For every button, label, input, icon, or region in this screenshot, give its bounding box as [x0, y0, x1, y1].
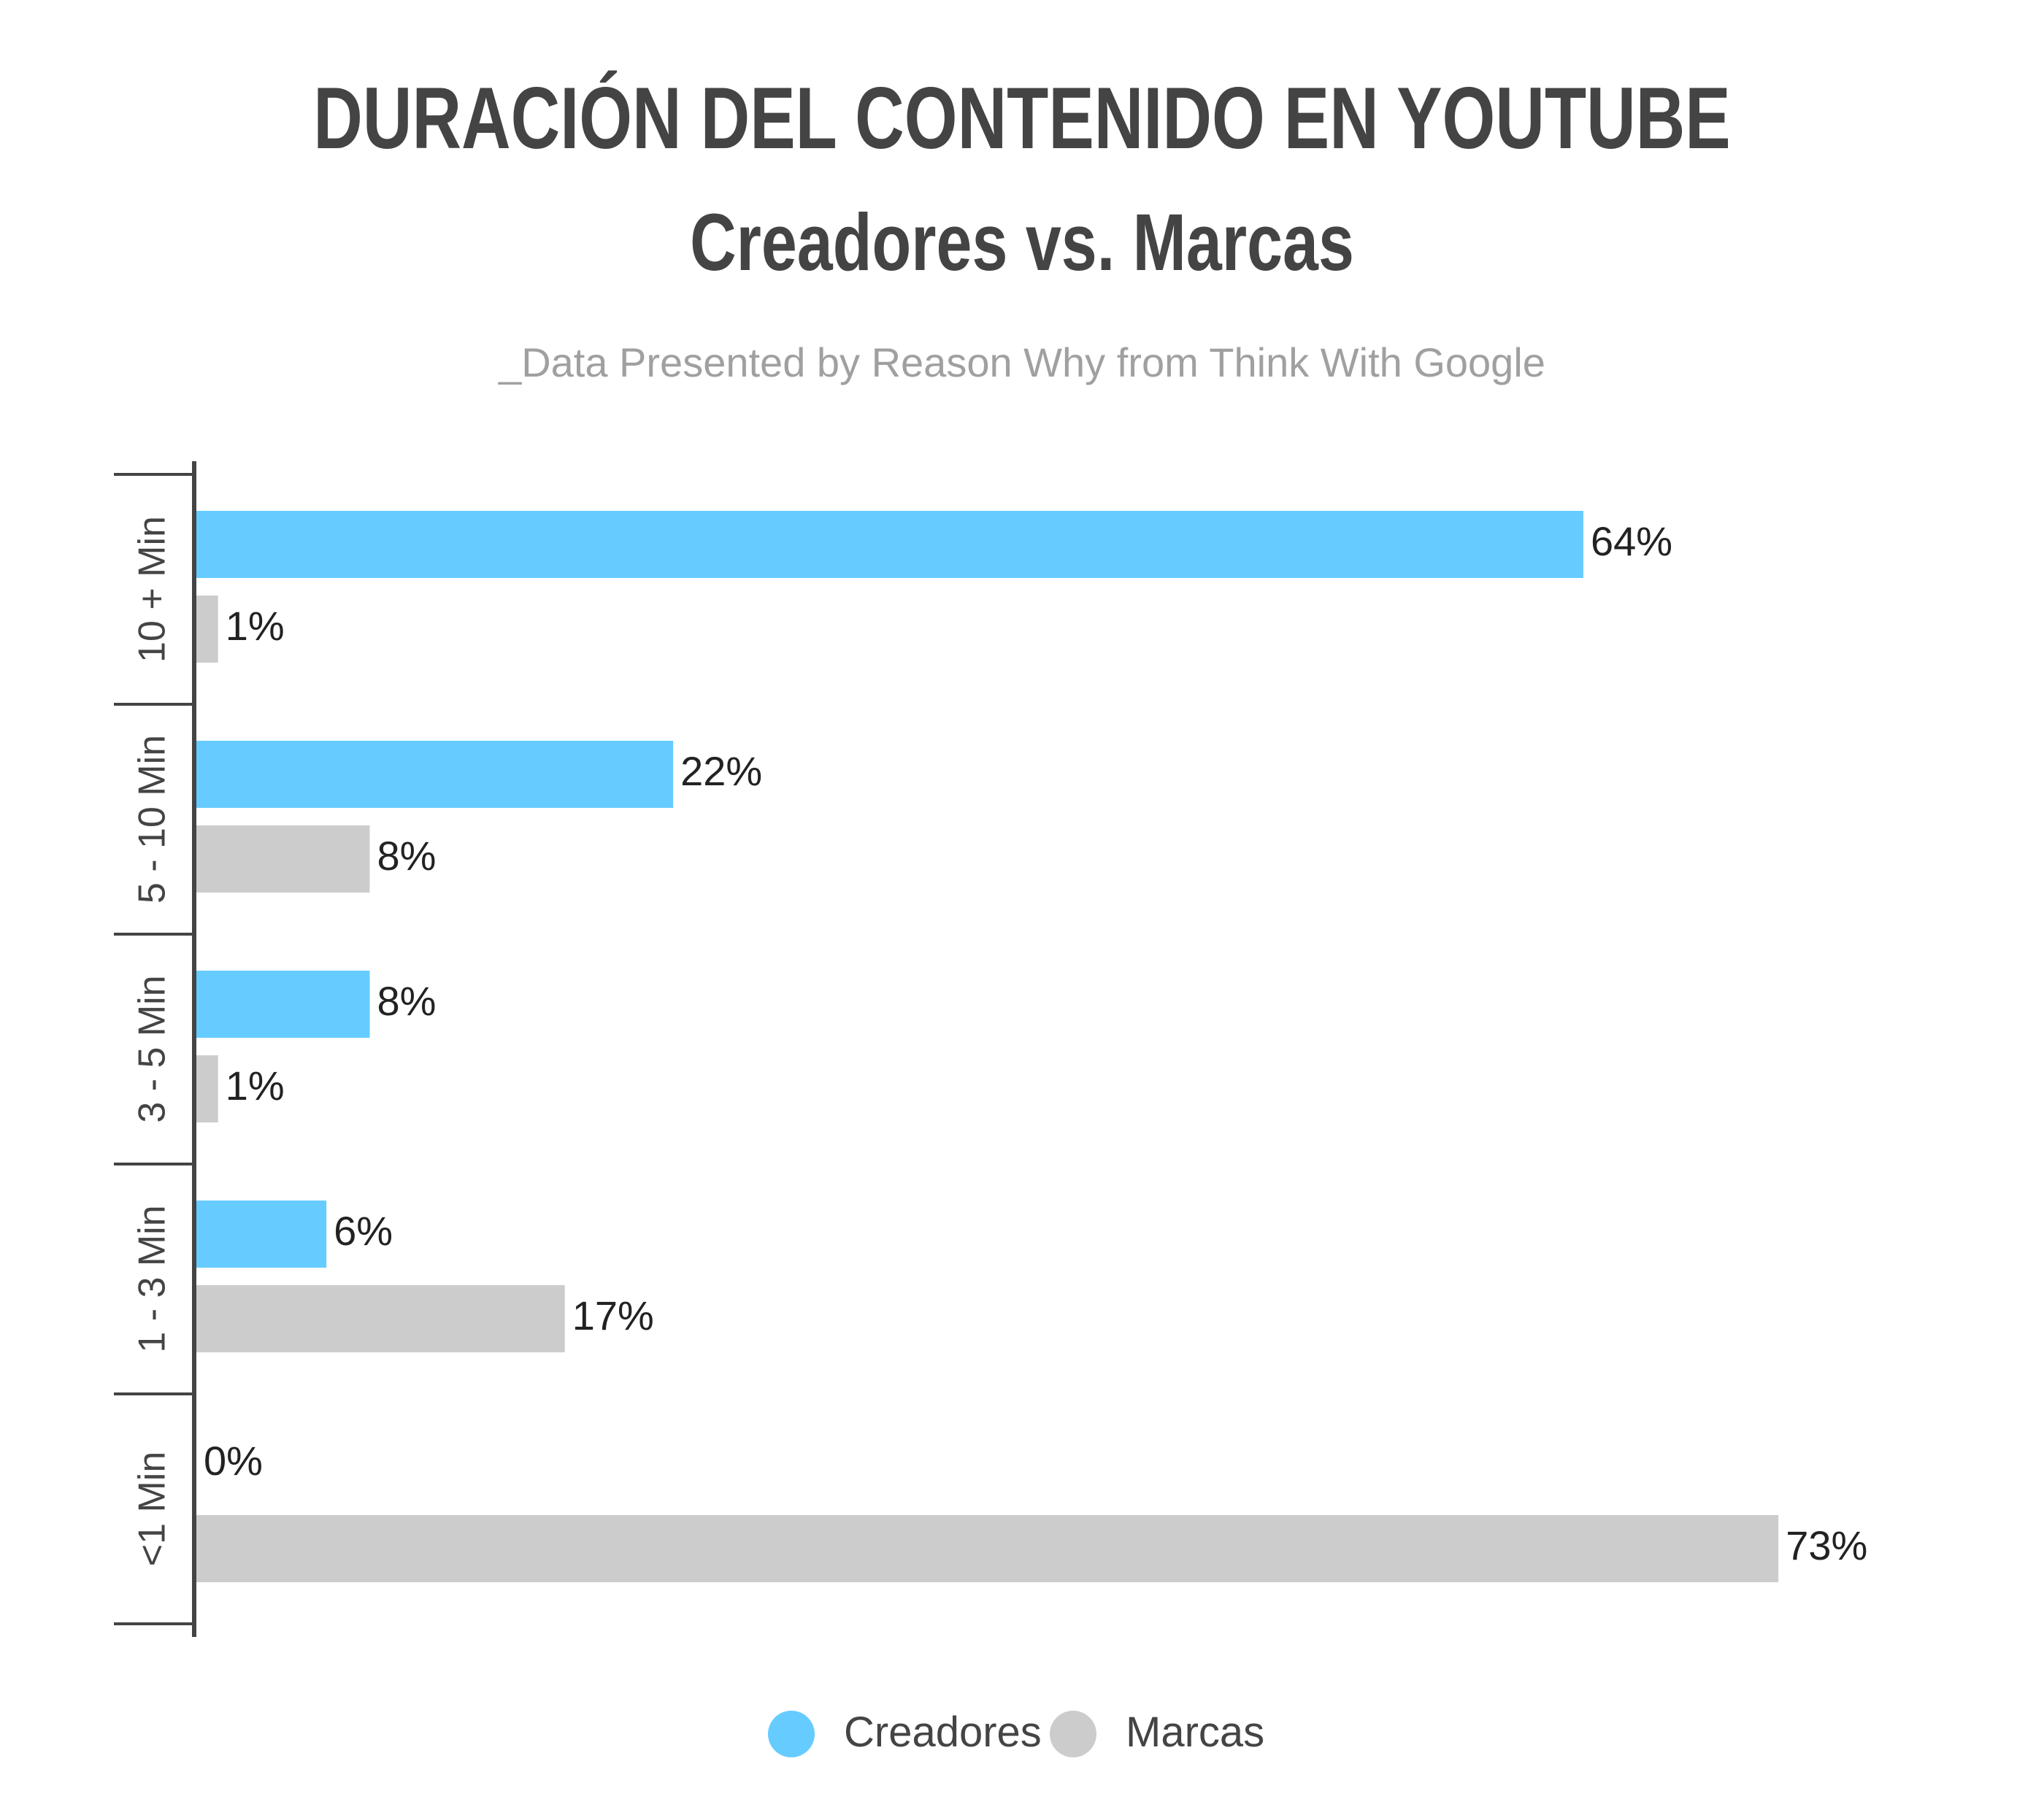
y-tick-label: 10 + Min: [131, 516, 174, 663]
chart-subtitle: Creadores vs. Marcas: [690, 198, 1354, 288]
chart-title: DURACIÓN DEL CONTENIDO EN YOUTUBE: [313, 69, 1731, 167]
y-tick-label: 1 - 3 Min: [131, 1205, 174, 1352]
data-label-marcas: 8%: [377, 833, 437, 879]
bar-marcas: [196, 1285, 565, 1352]
bar-marcas: [196, 1055, 218, 1122]
data-label-marcas: 1%: [226, 603, 285, 649]
y-tick-label: 3 - 5 Min: [131, 975, 174, 1122]
y-tick-label: <1 Min: [131, 1452, 174, 1567]
y-tick-label: 5 - 10 Min: [131, 735, 174, 904]
data-label-creadores: 6%: [334, 1208, 393, 1254]
bar-marcas: [196, 1515, 1779, 1582]
legend-label-marcas: Marcas: [1126, 1708, 1265, 1756]
bar-marcas: [196, 825, 370, 893]
legend-swatch-marcas: [1050, 1711, 1096, 1757]
chart-legend: Creadores Marcas: [0, 1703, 2044, 1762]
bar-marcas: [196, 596, 218, 663]
bar-creadores: [196, 1201, 327, 1268]
chart-source-note: _Data Presented by Reason Why from Think…: [499, 339, 1545, 385]
data-label-creadores: 22%: [680, 748, 762, 794]
data-label-creadores: 8%: [377, 978, 437, 1024]
data-label-marcas: 1%: [226, 1063, 285, 1109]
bar-creadores: [196, 741, 674, 808]
bar-creadores: [196, 511, 1583, 578]
bar-creadores: [196, 971, 370, 1038]
legend-label-creadores: Creadores: [844, 1708, 1042, 1756]
data-label-creadores: 0%: [204, 1438, 263, 1484]
data-label-marcas: 17%: [572, 1292, 654, 1338]
data-label-marcas: 73%: [1786, 1522, 1867, 1568]
data-label-creadores: 64%: [1591, 518, 1672, 564]
legend-swatch-creadores: [768, 1711, 815, 1757]
